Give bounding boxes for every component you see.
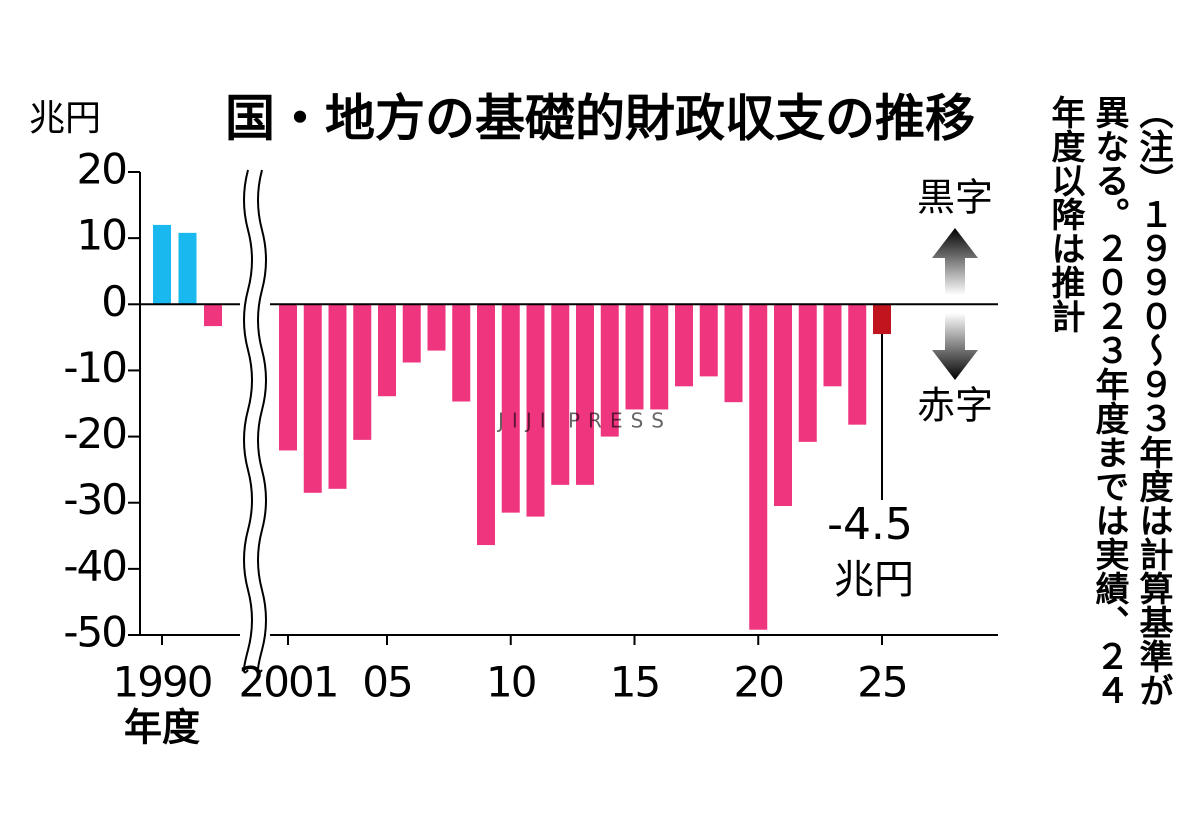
bar [625,304,644,410]
deficit-label: 赤字 [917,384,993,428]
deficit-arrow [932,313,978,380]
bar [873,304,891,335]
bar [551,304,570,485]
bar [526,304,545,517]
bar [848,304,867,425]
watermark: JIJI PRESS [496,409,672,433]
x-tick-label: 2001 [239,658,338,707]
axis-break [240,165,270,665]
value-label: -4.5 [827,499,913,550]
chart-title: 国・地方の基礎的財政収支の推移 [225,90,975,148]
bar [774,304,792,507]
bar [798,304,817,442]
value-label-unit: 兆円 [834,557,914,603]
bar [452,304,471,402]
break-line [243,169,253,674]
x-tick-label: 05 [362,658,411,707]
bar [724,304,743,403]
bar [353,304,372,440]
bar [204,304,222,327]
y-tick-label: -10 [63,343,126,392]
bar [378,304,396,397]
bar [402,304,421,363]
y-tick-label: -30 [63,475,126,524]
bar [576,304,594,485]
bar [477,304,495,546]
y-tick-label: 0 [101,277,126,326]
bar [303,304,322,493]
bar [699,304,718,377]
break-line [257,169,267,674]
x-tick-label: 15 [610,658,659,707]
bar [153,224,171,305]
plot-area: -50 -40 -30 -20 -10 0 10 20 1990 2001 05 10 15 20 25 -4… [63,145,998,707]
bar [600,304,619,437]
x-tick-label: 25 [857,658,906,707]
y-tick-label: 20 [77,145,126,194]
x-axis-label: 年度 [124,706,200,750]
x-tick-label: 1990 [113,658,212,707]
y-tick-label: -50 [63,608,126,657]
bar [749,304,768,630]
bar [427,304,446,351]
y-axis-label: 兆円 [29,98,101,139]
bar [279,304,297,451]
bar [328,304,347,489]
surplus-label: 黒字 [917,176,993,220]
bar [675,304,693,387]
surplus-arrow [932,228,978,295]
x-tick-label: 20 [734,658,783,707]
x-tick-label: 10 [486,658,535,707]
note: （注）１９９０～９３年度は計算基準が異なる。２０２３年度までは実績、２４年度以降… [1045,95,1173,707]
bar [650,304,669,410]
bar [178,232,197,305]
y-tick-label: 10 [77,211,126,260]
bar [823,304,842,387]
y-tick-label: -40 [63,541,126,590]
bar [501,304,520,513]
y-tick-label: -20 [63,409,126,458]
